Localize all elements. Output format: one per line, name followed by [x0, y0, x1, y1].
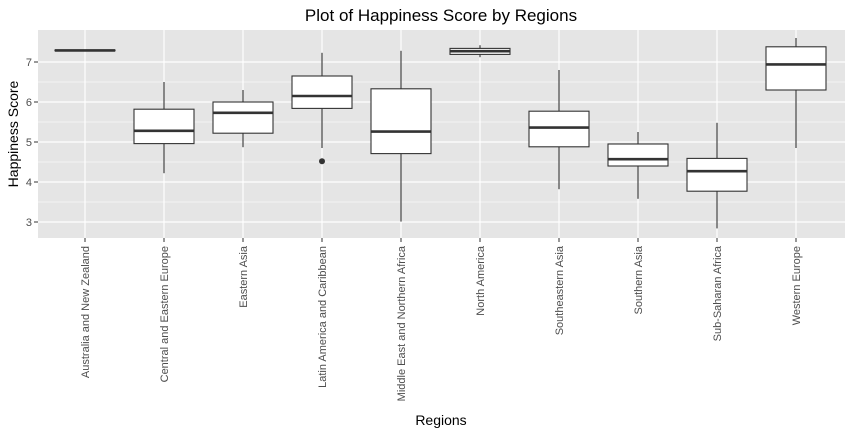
x-tick-label: Latin America and Caribbean: [317, 246, 329, 388]
y-tick-label: 7: [26, 57, 32, 69]
box-9: [686, 122, 748, 229]
box-8: [607, 132, 669, 199]
box-iqr: [370, 88, 432, 155]
x-tick-label: Southern Asia: [633, 245, 645, 314]
x-tick-label: Southeastern Asia: [554, 245, 566, 335]
box-1: [54, 49, 116, 52]
chart-title: Plot of Happiness Score by Regions: [305, 6, 577, 25]
x-tick-label: Western Europe: [791, 246, 803, 325]
box-3: [212, 90, 274, 148]
y-tick-label: 6: [26, 97, 32, 109]
y-axis: 3 4 5 6 7: [26, 57, 38, 229]
y-tick-label: 3: [26, 217, 32, 229]
box-2: [133, 82, 195, 174]
box-iqr: [528, 110, 590, 148]
outlier-point: [319, 158, 325, 165]
y-tick-label: 5: [26, 137, 32, 149]
box-10: [765, 38, 827, 148]
box-6: [449, 45, 511, 58]
y-tick-label: 4: [26, 177, 32, 189]
box-iqr: [765, 46, 827, 91]
boxes-group: [54, 38, 827, 229]
box-iqr: [133, 108, 195, 145]
box-iqr: [212, 101, 274, 134]
box-4: [291, 52, 353, 165]
x-tick-label: Middle East and Northern Africa: [396, 245, 408, 401]
y-axis-title: Happiness Score: [5, 80, 21, 187]
box-5: [370, 50, 432, 222]
box-iqr: [686, 157, 748, 192]
x-tick-label: Central and Eastern Europe: [159, 246, 171, 382]
x-axis: Australia and New Zealand Central and Eas…: [80, 238, 803, 401]
box-iqr: [607, 143, 669, 167]
box-iqr: [291, 75, 353, 109]
box-7: [528, 70, 590, 190]
x-tick-label: North America: [475, 245, 487, 316]
x-tick-label: Sub-Saharan Africa: [712, 245, 724, 341]
x-tick-label: Eastern Asia: [238, 245, 250, 308]
x-axis-title: Regions: [415, 412, 466, 428]
x-tick-label: Australia and New Zealand: [80, 246, 92, 378]
